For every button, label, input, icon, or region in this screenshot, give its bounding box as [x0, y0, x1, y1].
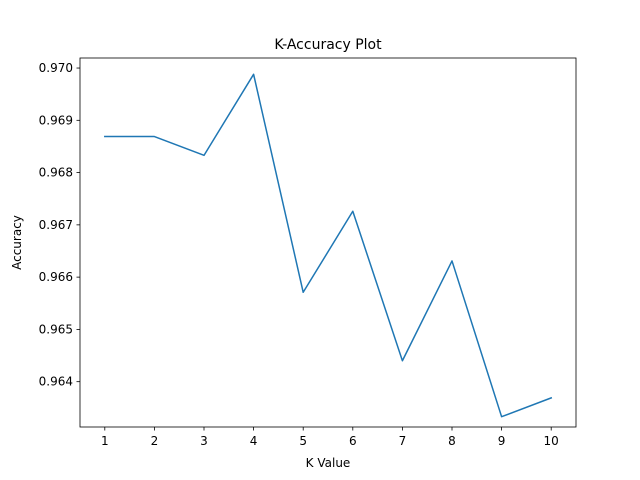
- x-tick-label: 2: [151, 434, 159, 448]
- x-tick-label: 7: [399, 434, 407, 448]
- x-tick-label: 5: [299, 434, 307, 448]
- y-axis-label: Accuracy: [10, 215, 24, 270]
- x-tick-label: 4: [250, 434, 258, 448]
- x-tick-label: 9: [498, 434, 506, 448]
- chart-title: K-Accuracy Plot: [274, 37, 382, 53]
- x-tick-label: 8: [448, 434, 456, 448]
- y-tick-label: 0.968: [39, 166, 73, 180]
- series-line: [104, 73, 553, 418]
- y-tick-label: 0.970: [39, 61, 73, 75]
- y-tick-label: 0.969: [39, 113, 73, 127]
- series-layer: [104, 73, 553, 418]
- x-axis-label: K Value: [306, 456, 351, 470]
- x-tick-label: 1: [101, 434, 109, 448]
- y-tick-label: 0.965: [39, 322, 73, 336]
- x-tick-label: 10: [544, 434, 559, 448]
- plot-area: [80, 58, 576, 427]
- ticks-layer: 1 2 3 4 5 6 7 8 9 10 0.964 0.965 0.966 0.967 0.968 0.96…: [39, 61, 559, 448]
- y-tick-label: 0.967: [39, 218, 73, 232]
- plot-frame: [79, 57, 577, 428]
- x-tick-label: 6: [349, 434, 357, 448]
- x-tick-label: 3: [200, 434, 208, 448]
- y-tick-label: 0.966: [39, 270, 73, 284]
- y-tick-label: 0.964: [39, 375, 73, 389]
